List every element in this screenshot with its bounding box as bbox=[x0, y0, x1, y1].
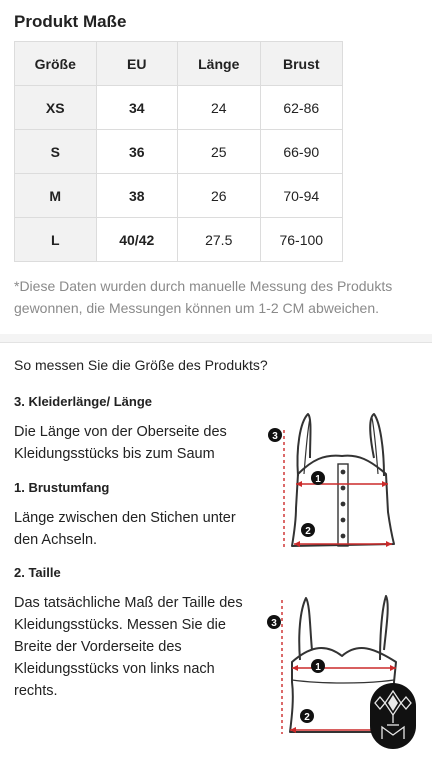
divider-line bbox=[0, 342, 432, 343]
header-cell-length: Länge bbox=[176, 41, 261, 86]
svg-text:2: 2 bbox=[305, 526, 311, 537]
table-cell: 40/42 bbox=[95, 217, 178, 262]
table-cell: 27.5 bbox=[176, 217, 261, 262]
header-cell-eu: EU bbox=[95, 41, 178, 86]
brand-logo-icon bbox=[374, 689, 412, 739]
section-text: Länge zwischen den Stichen unter den Ach… bbox=[14, 510, 236, 548]
marker-1: 1 bbox=[311, 471, 325, 485]
table-cell: 66-90 bbox=[259, 129, 343, 174]
table-cell: 62-86 bbox=[259, 85, 343, 130]
table-row: XS 34 24 62-86 bbox=[14, 85, 343, 130]
header-cell-chest: Brust bbox=[259, 41, 343, 86]
table-cell: XS bbox=[14, 85, 97, 130]
table-cell: 34 bbox=[95, 85, 178, 130]
section-text: Das tatsächliche Maß der Taille des Klei… bbox=[14, 595, 243, 699]
table-header-row: Größe EU Länge Brust bbox=[14, 41, 343, 86]
section-divider bbox=[0, 334, 432, 342]
brand-logo-button[interactable] bbox=[370, 683, 416, 749]
crop-top-buttons-diagram: 1 2 3 bbox=[268, 413, 395, 548]
crop-top-plain-diagram: 1 2 3 bbox=[267, 595, 399, 734]
section-text: Die Länge von der Oberseite des Kleidung… bbox=[14, 424, 227, 462]
section-title: 2. Taille bbox=[14, 565, 61, 580]
marker-2: 2 bbox=[301, 523, 315, 537]
page-title: Produkt Maße bbox=[14, 12, 127, 31]
table-cell: 38 bbox=[95, 173, 178, 218]
marker-3: 3 bbox=[267, 615, 281, 629]
marker-1: 1 bbox=[311, 659, 325, 673]
svg-text:2: 2 bbox=[304, 712, 310, 723]
svg-text:1: 1 bbox=[315, 474, 321, 485]
table-cell: 24 bbox=[176, 85, 261, 130]
table-cell: 36 bbox=[95, 129, 178, 174]
table-row: M 38 26 70-94 bbox=[14, 173, 343, 218]
table-cell: 70-94 bbox=[259, 173, 343, 218]
section-title: 1. Brustumfang bbox=[14, 480, 110, 495]
measurement-note: *Diese Daten wurden durch manuelle Messu… bbox=[14, 278, 393, 316]
svg-text:3: 3 bbox=[272, 431, 278, 442]
section-title: 3. Kleiderlänge/ Länge bbox=[14, 394, 152, 409]
header-cell-size: Größe bbox=[14, 41, 97, 86]
table-cell: S bbox=[14, 129, 97, 174]
marker-3: 3 bbox=[268, 428, 282, 442]
table-cell: 26 bbox=[176, 173, 261, 218]
table-cell: 25 bbox=[176, 129, 261, 174]
section-chest: 1. Brustumfang Länge zwischen den Stiche… bbox=[14, 479, 254, 551]
svg-text:1: 1 bbox=[315, 662, 321, 673]
how-to-measure-heading: So messen Sie die Größe des Produkts? bbox=[14, 357, 268, 373]
svg-text:3: 3 bbox=[271, 618, 277, 629]
table-row: S 36 25 66-90 bbox=[14, 129, 343, 174]
marker-2: 2 bbox=[300, 709, 314, 723]
table-cell: L bbox=[14, 217, 97, 262]
size-table: Größe EU Länge Brust XS 34 24 62-86 S 36… bbox=[14, 41, 343, 262]
table-row: L 40/42 27.5 76-100 bbox=[14, 217, 343, 262]
section-waist: 2. Taille Das tatsächliche Maß der Taill… bbox=[14, 564, 254, 702]
section-length: 3. Kleiderlänge/ Länge Die Länge von der… bbox=[14, 393, 254, 465]
table-cell: 76-100 bbox=[259, 217, 343, 262]
table-cell: M bbox=[14, 173, 97, 218]
